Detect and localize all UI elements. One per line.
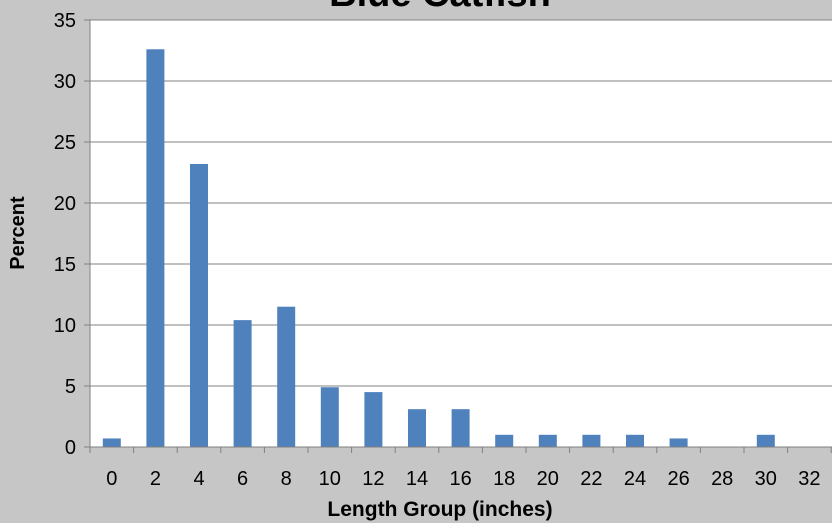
grid-lines bbox=[90, 19, 832, 387]
x-tick-label: 30 bbox=[755, 468, 777, 490]
bar-18 bbox=[495, 434, 514, 447]
y-tick-label: 5 bbox=[65, 376, 76, 398]
x-tick-label: 4 bbox=[193, 468, 204, 490]
x-tick-label: 10 bbox=[319, 468, 341, 490]
x-tick-label: 6 bbox=[237, 468, 248, 490]
x-tick-label: 24 bbox=[624, 468, 646, 490]
bar-24 bbox=[626, 434, 644, 447]
x-axis-ticks: 0 2 4 6 8 10 12 14 16 18 20 22 24 26 28 30 32 bbox=[89, 447, 832, 490]
y-tick-label: 10 bbox=[54, 315, 76, 337]
bar-16 bbox=[451, 409, 470, 447]
x-tick-label: 28 bbox=[711, 468, 733, 490]
x-tick-label: 16 bbox=[449, 468, 471, 490]
x-tick-label: 2 bbox=[150, 468, 161, 490]
x-tick-label: 32 bbox=[798, 468, 820, 490]
bar-2 bbox=[146, 49, 165, 447]
bar-8 bbox=[277, 306, 296, 447]
chart-title: Blue Catfish bbox=[329, 0, 551, 15]
y-tick-label: 20 bbox=[54, 193, 76, 215]
y-axis-ticks: 0 5 10 15 20 25 30 35 bbox=[54, 10, 90, 459]
bar-30 bbox=[756, 434, 775, 447]
plot-area bbox=[90, 20, 832, 447]
x-tick-label: 20 bbox=[537, 468, 559, 490]
bars bbox=[102, 49, 775, 447]
x-axis-title: Length Group (inches) bbox=[327, 498, 552, 521]
x-tick-label: 12 bbox=[362, 468, 384, 490]
x-tick-label: 18 bbox=[493, 468, 515, 490]
x-tick-label: 8 bbox=[281, 468, 292, 490]
bar-22 bbox=[582, 434, 601, 447]
x-tick-label: 26 bbox=[667, 468, 689, 490]
y-tick-label: 0 bbox=[65, 437, 76, 459]
x-tick-label: 22 bbox=[580, 468, 602, 490]
bar-4 bbox=[190, 163, 208, 447]
bar-14 bbox=[408, 409, 426, 447]
x-tick-label: 0 bbox=[106, 468, 117, 490]
y-tick-label: 35 bbox=[54, 10, 76, 32]
y-tick-label: 25 bbox=[54, 132, 76, 154]
bar-20 bbox=[538, 434, 557, 447]
bar-10 bbox=[320, 387, 339, 447]
x-tick-label: 14 bbox=[406, 468, 428, 490]
y-tick-label: 15 bbox=[54, 254, 76, 276]
bar-0 bbox=[102, 438, 121, 447]
y-axis-title: Percent bbox=[7, 196, 29, 270]
bar-26 bbox=[669, 438, 688, 447]
y-tick-label: 30 bbox=[54, 71, 76, 93]
bar-12 bbox=[364, 392, 383, 447]
bar-6 bbox=[233, 320, 252, 447]
